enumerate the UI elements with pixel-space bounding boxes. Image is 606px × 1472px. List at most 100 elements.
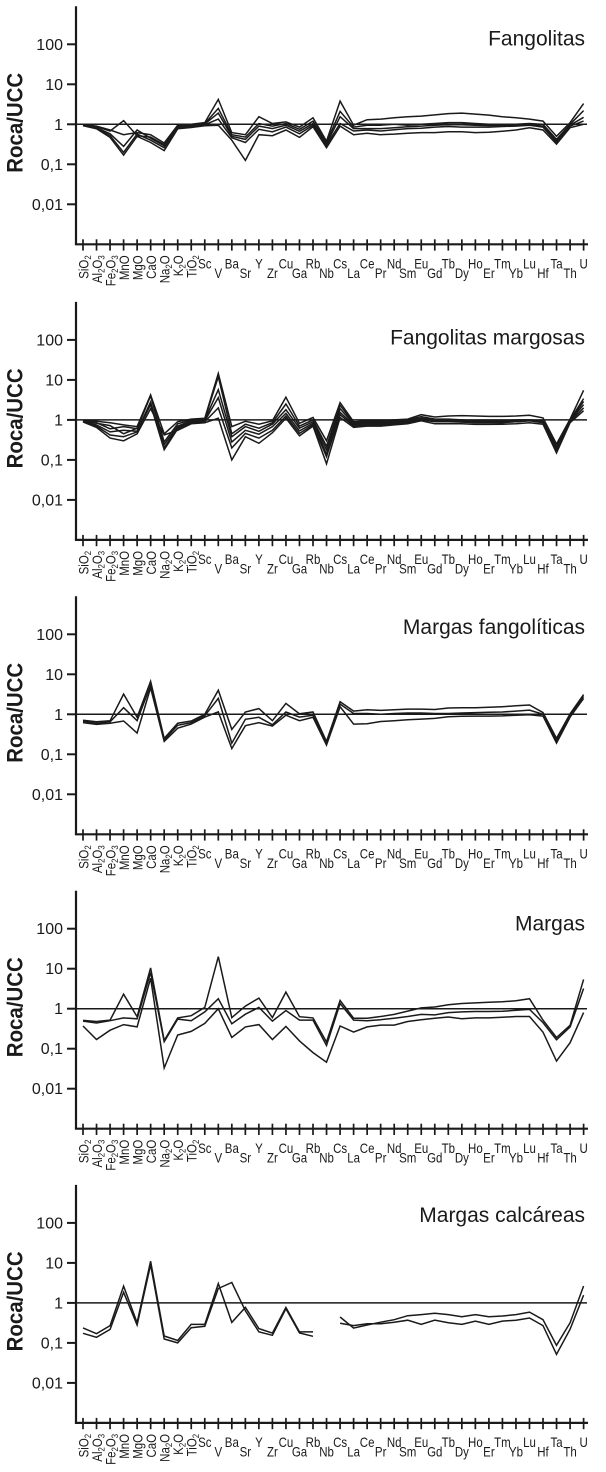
svg-text:La: La [347, 265, 361, 281]
svg-text:Ba: Ba [225, 551, 240, 567]
svg-text:Y: Y [255, 845, 263, 861]
svg-text:Eu: Eu [414, 551, 428, 567]
svg-text:Ba: Ba [225, 1140, 240, 1156]
svg-text:Zr: Zr [267, 1443, 278, 1459]
svg-text:Gd: Gd [427, 1149, 442, 1165]
svg-text:Y: Y [255, 255, 263, 271]
svg-text:Eu: Eu [414, 1140, 428, 1156]
svg-text:Sr: Sr [240, 1443, 252, 1459]
svg-text:Cu: Cu [279, 551, 294, 567]
svg-text:0,1: 0,1 [41, 1335, 63, 1352]
svg-text:Sm: Sm [399, 1443, 416, 1459]
svg-text:La: La [347, 1443, 361, 1459]
svg-text:Ga: Ga [292, 1443, 308, 1459]
svg-text:Dy: Dy [455, 1149, 470, 1165]
svg-text:Sr: Sr [240, 1149, 252, 1165]
svg-text:Sc: Sc [198, 255, 212, 271]
svg-text:MnO: MnO [116, 1140, 132, 1165]
svg-text:100: 100 [36, 921, 63, 938]
svg-text:Ba: Ba [225, 845, 240, 861]
svg-text:Na2O: Na2O [156, 551, 174, 579]
svg-text:Hf: Hf [537, 560, 549, 576]
svg-text:U: U [579, 255, 587, 271]
svg-text:Tb: Tb [442, 255, 455, 271]
svg-text:Ho: Ho [468, 551, 483, 567]
svg-text:Rb: Rb [306, 1434, 321, 1450]
svg-text:Rb: Rb [306, 255, 321, 271]
svg-text:Rb: Rb [306, 551, 321, 567]
svg-text:TiO2: TiO2 [183, 1434, 201, 1457]
svg-text:10: 10 [45, 372, 63, 389]
svg-text:1: 1 [54, 117, 63, 134]
svg-text:Tm: Tm [494, 1140, 511, 1156]
svg-text:K2O: K2O [170, 845, 188, 866]
svg-text:Er: Er [483, 855, 495, 871]
svg-text:Hf: Hf [537, 1443, 549, 1459]
svg-text:Pr: Pr [375, 855, 387, 871]
svg-text:Hf: Hf [537, 855, 549, 871]
svg-text:Sm: Sm [399, 560, 416, 576]
svg-text:Nb: Nb [319, 1443, 334, 1459]
svg-text:Tm: Tm [494, 1434, 511, 1450]
svg-text:Ho: Ho [468, 1434, 483, 1450]
svg-text:Fe2O3: Fe2O3 [102, 551, 120, 582]
svg-text:CaO: CaO [143, 551, 159, 575]
svg-text:SiO2: SiO2 [75, 551, 93, 575]
svg-text:Nd: Nd [387, 1140, 402, 1156]
svg-text:0,1: 0,1 [41, 1041, 63, 1058]
svg-text:Lu: Lu [523, 551, 536, 567]
svg-text:Yb: Yb [509, 855, 523, 871]
svg-text:Zr: Zr [267, 560, 278, 576]
svg-text:0,01: 0,01 [32, 1375, 63, 1392]
svg-text:Nd: Nd [387, 551, 402, 567]
svg-text:Sr: Sr [240, 560, 252, 576]
svg-text:Yb: Yb [509, 1443, 523, 1459]
svg-text:Gd: Gd [427, 1443, 442, 1459]
svg-text:Gd: Gd [427, 855, 442, 871]
svg-text:Cu: Cu [279, 1140, 294, 1156]
svg-text:TiO2: TiO2 [183, 255, 201, 278]
svg-text:Ga: Ga [292, 560, 308, 576]
svg-text:Nd: Nd [387, 845, 402, 861]
svg-text:Fe2O3: Fe2O3 [102, 1434, 120, 1465]
svg-text:TiO2: TiO2 [183, 845, 201, 868]
svg-text:Na2O: Na2O [156, 1434, 174, 1462]
svg-text:Tb: Tb [442, 551, 455, 567]
svg-text:Ga: Ga [292, 1149, 308, 1165]
svg-text:U: U [579, 551, 587, 567]
svg-text:K2O: K2O [170, 1140, 188, 1161]
svg-text:Ce: Ce [360, 1140, 375, 1156]
svg-text:Ta: Ta [550, 551, 563, 567]
svg-text:Cu: Cu [279, 845, 294, 861]
svg-text:1: 1 [54, 1001, 63, 1018]
svg-text:10: 10 [45, 961, 63, 978]
svg-text:SiO2: SiO2 [75, 1434, 93, 1458]
svg-text:Pr: Pr [375, 1149, 387, 1165]
svg-text:Margas: Margas [515, 912, 585, 935]
svg-text:TiO2: TiO2 [183, 1140, 201, 1163]
svg-text:Eu: Eu [414, 845, 428, 861]
svg-text:Sm: Sm [399, 1149, 416, 1165]
svg-text:MgO: MgO [129, 551, 145, 576]
svg-text:Lu: Lu [523, 255, 536, 271]
svg-text:Sm: Sm [399, 265, 416, 281]
svg-text:Roca/UCC: Roca/UCC [3, 73, 28, 173]
svg-text:Lu: Lu [523, 845, 536, 861]
svg-text:MgO: MgO [129, 1140, 145, 1165]
svg-text:Fangolitas margosas: Fangolitas margosas [390, 327, 585, 350]
svg-text:100: 100 [36, 627, 63, 644]
svg-text:Er: Er [483, 265, 495, 281]
svg-text:Rb: Rb [306, 845, 321, 861]
svg-text:CaO: CaO [143, 255, 159, 279]
svg-text:Tm: Tm [494, 845, 511, 861]
svg-text:Dy: Dy [455, 1443, 470, 1459]
svg-text:1: 1 [54, 707, 63, 724]
svg-text:Al2O3: Al2O3 [89, 551, 107, 579]
svg-text:Sr: Sr [240, 265, 252, 281]
svg-text:Eu: Eu [414, 255, 428, 271]
svg-text:0,1: 0,1 [41, 452, 63, 469]
svg-text:Roca/UCC: Roca/UCC [3, 957, 28, 1057]
svg-text:Yb: Yb [509, 1149, 523, 1165]
svg-text:Ga: Ga [292, 855, 308, 871]
svg-text:Eu: Eu [414, 1434, 428, 1450]
